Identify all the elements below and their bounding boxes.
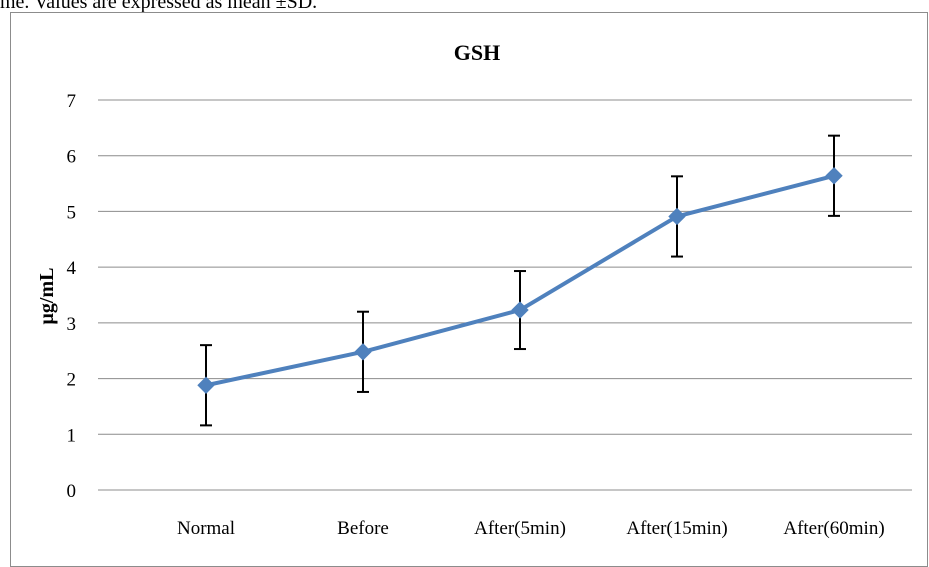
gridlines xyxy=(98,99,912,491)
y-tick-label: 0 xyxy=(67,481,77,502)
y-tick-label: 4 xyxy=(67,258,77,279)
x-tick-label: After(60min) xyxy=(783,518,884,539)
x-tick-label: Before xyxy=(337,518,389,539)
x-tick-label: Normal xyxy=(177,518,235,539)
series-layer xyxy=(197,167,843,394)
y-tick-label: 6 xyxy=(67,147,77,168)
data-point xyxy=(668,207,686,226)
chart-title: GSH xyxy=(454,40,500,65)
data-point xyxy=(354,343,372,361)
x-axis-ticks: Normal Before After(5min) After(15min) After… xyxy=(177,518,885,539)
caption-fragment: me. Values are expressed as mean ±SD. xyxy=(0,0,318,13)
x-tick-label: After(15min) xyxy=(626,518,727,539)
y-tick-label: 1 xyxy=(67,425,77,446)
chart-frame xyxy=(10,12,928,567)
y-axis-title: μg/mL xyxy=(36,268,58,325)
y-axis-ticks: 0 1 2 3 4 5 6 7 xyxy=(67,91,77,502)
y-tick-label: 5 xyxy=(67,202,77,223)
y-tick-label: 3 xyxy=(67,314,77,335)
error-bars xyxy=(200,134,840,427)
data-point xyxy=(197,376,215,394)
y-tick-label: 2 xyxy=(67,370,77,391)
data-point xyxy=(511,301,529,319)
y-tick-label: 7 xyxy=(67,91,77,112)
x-tick-label: After(5min) xyxy=(474,518,566,539)
data-point xyxy=(825,167,843,185)
